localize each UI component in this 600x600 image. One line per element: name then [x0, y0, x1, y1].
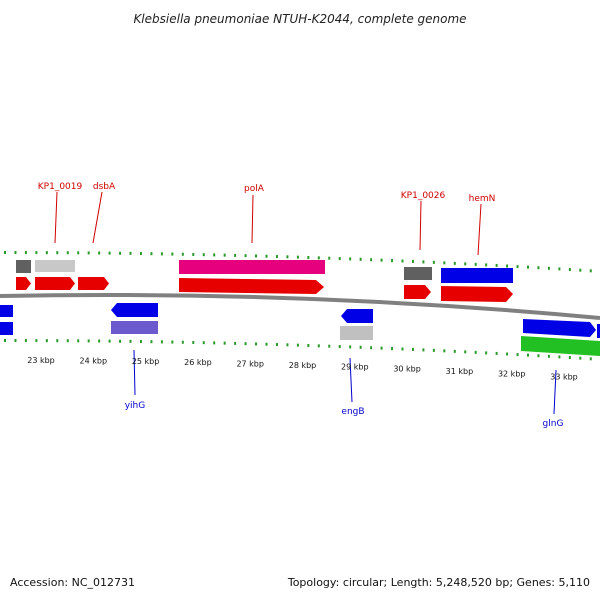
- gene-yihG[interactable]: [111, 303, 158, 317]
- genome-title: Klebsiella pneumoniae NTUH-K2044, comple…: [133, 12, 466, 26]
- kbp-tick-label: 27 kbp: [236, 359, 264, 368]
- label-dsbA[interactable]: dsbA: [93, 182, 116, 192]
- gene-dsbA[interactable]: [78, 277, 109, 290]
- kbp-tick-label: 25 kbp: [132, 357, 160, 366]
- label-KP1_0019[interactable]: KP1_0019: [38, 182, 83, 192]
- label-hemN[interactable]: hemN: [469, 194, 496, 204]
- top-label-leaders: [54, 191, 482, 256]
- gene-dark-grey-1[interactable]: [16, 260, 31, 273]
- kbp-tick-label: 29 kbp: [341, 363, 369, 372]
- gene-glnG[interactable]: [521, 336, 600, 356]
- label-glnG[interactable]: glnG: [543, 419, 564, 429]
- label-yihG[interactable]: yihG: [125, 401, 146, 411]
- gene-polA[interactable]: [179, 278, 324, 294]
- kbp-tick-label: 23 kbp: [27, 356, 55, 365]
- gene-reverse-blue-edge-1[interactable]: [0, 305, 13, 317]
- reverse-strand-genes: [0, 303, 600, 356]
- label-KP1_0026[interactable]: KP1_0026: [401, 191, 446, 201]
- kbp-tick-label: 28 kbp: [289, 361, 317, 370]
- outer-tick-ring: [4, 251, 592, 273]
- gene-dark-grey-2[interactable]: [404, 267, 432, 280]
- inner-tick-ring: [4, 339, 592, 361]
- genome-summary-text: Topology: circular; Length: 5,248,520 bp…: [287, 576, 590, 589]
- gene-engB[interactable]: [341, 309, 373, 323]
- bottom-label-leaders: [133, 349, 557, 415]
- genome-backbone: [0, 292, 600, 320]
- kbp-tick-labels: 23 kbp 24 kbp 25 kbp 26 kbp 27 kbp 28 kbp 29 k…: [27, 356, 578, 382]
- gene-polA-rna[interactable]: [179, 260, 325, 274]
- kbp-tick-label: 26 kbp: [184, 358, 212, 367]
- gene-engB-grey[interactable]: [340, 326, 373, 340]
- kbp-tick-label: 31 kbp: [446, 367, 474, 376]
- label-polA[interactable]: polA: [244, 184, 265, 194]
- forward-strand-genes: [16, 260, 513, 302]
- gene-reverse-blue-edge-2[interactable]: [0, 322, 13, 335]
- gene-arrow-red-1[interactable]: [16, 277, 31, 290]
- gene-hemN-blue[interactable]: [441, 268, 513, 283]
- gene-glnG-blue-edge[interactable]: [597, 324, 600, 338]
- accession-text: Accession: NC_012731: [10, 576, 135, 589]
- kbp-tick-label: 30 kbp: [393, 365, 421, 374]
- kbp-tick-label: 33 kbp: [550, 373, 578, 382]
- gene-KP1_0026[interactable]: [404, 285, 431, 299]
- kbp-tick-label: 32 kbp: [498, 370, 526, 379]
- gene-light-grey-1[interactable]: [35, 260, 75, 272]
- gene-hemN[interactable]: [441, 286, 513, 302]
- gene-glnG-blue[interactable]: [523, 319, 596, 337]
- gene-KP1_0019[interactable]: [35, 277, 75, 290]
- kbp-tick-label: 24 kbp: [80, 356, 108, 365]
- label-engB[interactable]: engB: [341, 407, 364, 417]
- gene-yihG-lavender[interactable]: [111, 321, 158, 334]
